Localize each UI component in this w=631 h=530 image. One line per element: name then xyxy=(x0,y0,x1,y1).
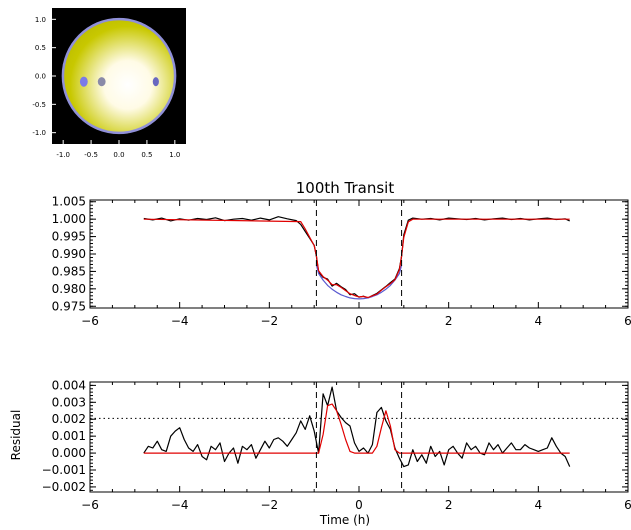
star-spot-1 xyxy=(79,76,88,87)
light-curve-x-tick-label: −6 xyxy=(81,314,99,328)
residual-x-tick-label: 6 xyxy=(624,498,631,512)
residual-panel: Time (h) Residual −6 −4 −2 0 2 4 6 −0.002 −0.001… xyxy=(9,378,631,527)
disk-y-tick-label: 1.0 xyxy=(35,16,46,24)
star-disk xyxy=(64,20,174,132)
residual-y-tick-label: −0.002 xyxy=(42,480,86,494)
residual-x-tick-label: −4 xyxy=(171,498,189,512)
light-curve-x-tick-label: −2 xyxy=(260,314,278,328)
disk-x-tick-label: -1.0 xyxy=(56,151,70,159)
residual-x-tick-label: 2 xyxy=(445,498,453,512)
light-curve-series-2 xyxy=(315,264,403,300)
residual-x-axis-label: Time (h) xyxy=(319,513,370,527)
residual-y-tick-label: 0.000 xyxy=(52,446,86,460)
light-curve-x-tick-label: 2 xyxy=(445,314,453,328)
disk-y-tick-label: 0.0 xyxy=(35,73,46,81)
light-curve-panel: 100th Transit −6 −4 −2 0 2 4 6 0.975 0.980 0.985 0… xyxy=(52,179,631,328)
residual-x-tick-label: 0 xyxy=(355,498,363,512)
residual-series-1 xyxy=(143,386,571,468)
disk-x-tick-label: 0.0 xyxy=(113,151,124,159)
light-curve-x-tick-label: −4 xyxy=(171,314,189,328)
residual-y-tick-label: 0.003 xyxy=(52,395,86,409)
star-spot-3 xyxy=(152,77,159,87)
light-curve-x-tick-label: 4 xyxy=(535,314,543,328)
disk-x-tick-label: 0.5 xyxy=(141,151,152,159)
disk-x-tick-label: 1.0 xyxy=(169,151,180,159)
residual-y-tick-label: 0.004 xyxy=(52,378,86,392)
light-curve-x-tick-label: 6 xyxy=(624,314,631,328)
disk-y-tick-label: -0.5 xyxy=(32,101,46,109)
residual-series-2 xyxy=(143,403,570,454)
light-curve-y-tick-label: 0.990 xyxy=(52,247,86,261)
light-curve-x-tick-label: 0 xyxy=(355,314,363,328)
residual-y-tick-label: 0.001 xyxy=(52,429,86,443)
residual-x-tick-label: 4 xyxy=(535,498,543,512)
disk-x-tick-label: -0.5 xyxy=(84,151,98,159)
light-curve-y-tick-label: 0.980 xyxy=(52,282,86,296)
residual-y-tick-label: 0.002 xyxy=(52,412,86,426)
disk-y-tick-label: -1.0 xyxy=(32,129,46,137)
light-curve-y-tick-label: 0.975 xyxy=(52,299,86,313)
light-curve-y-tick-label: 0.995 xyxy=(52,230,86,244)
light-curve-title: 100th Transit xyxy=(296,179,395,197)
residual-x-tick-label: −6 xyxy=(81,498,99,512)
light-curve-y-tick-label: 0.985 xyxy=(52,264,86,278)
residual-x-tick-label: −2 xyxy=(260,498,278,512)
stellar-disk-panel: -1.0 -0.5 0.0 0.5 1.0 -1.0 -0.5 0.0 0.5 1.0 xyxy=(32,8,186,159)
star-spot-2 xyxy=(97,77,106,87)
light-curve-y-tick-label: 1.000 xyxy=(52,212,86,226)
disk-y-tick-label: 0.5 xyxy=(35,44,46,52)
residual-y-tick-label: −0.001 xyxy=(42,463,86,477)
residual-y-axis-label: Residual xyxy=(9,410,23,461)
light-curve-y-tick-label: 1.005 xyxy=(52,195,86,209)
